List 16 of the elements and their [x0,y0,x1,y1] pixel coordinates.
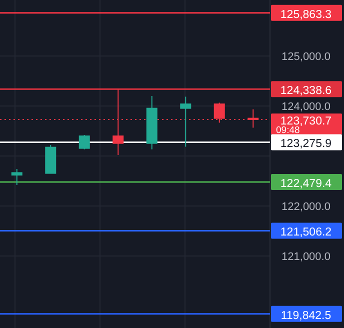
y-tick-label: 124,000.0 [282,100,330,113]
candlestick [248,108,259,128]
y-tick-label: 125,000.0 [282,50,330,63]
ref-line-label: 121,506.2 [280,226,332,239]
ref-line-label: 123,730.7 [280,115,332,128]
ref-line-label: 122,479.4 [280,178,332,190]
ref-line-label: 123,275.9 [280,138,332,150]
text: 09:48 [276,124,300,136]
y-tick-label: 122,000.0 [282,200,330,213]
ref-line-label: 124,338.6 [280,85,332,98]
ref-line-label: 125,863.3 [280,8,332,21]
candlestick [180,96,192,148]
y-tick-label: 121,000.0 [282,250,330,263]
candlestick [11,168,22,186]
candlestick [78,134,90,150]
ref-line-label: 119,842.5 [280,310,332,322]
